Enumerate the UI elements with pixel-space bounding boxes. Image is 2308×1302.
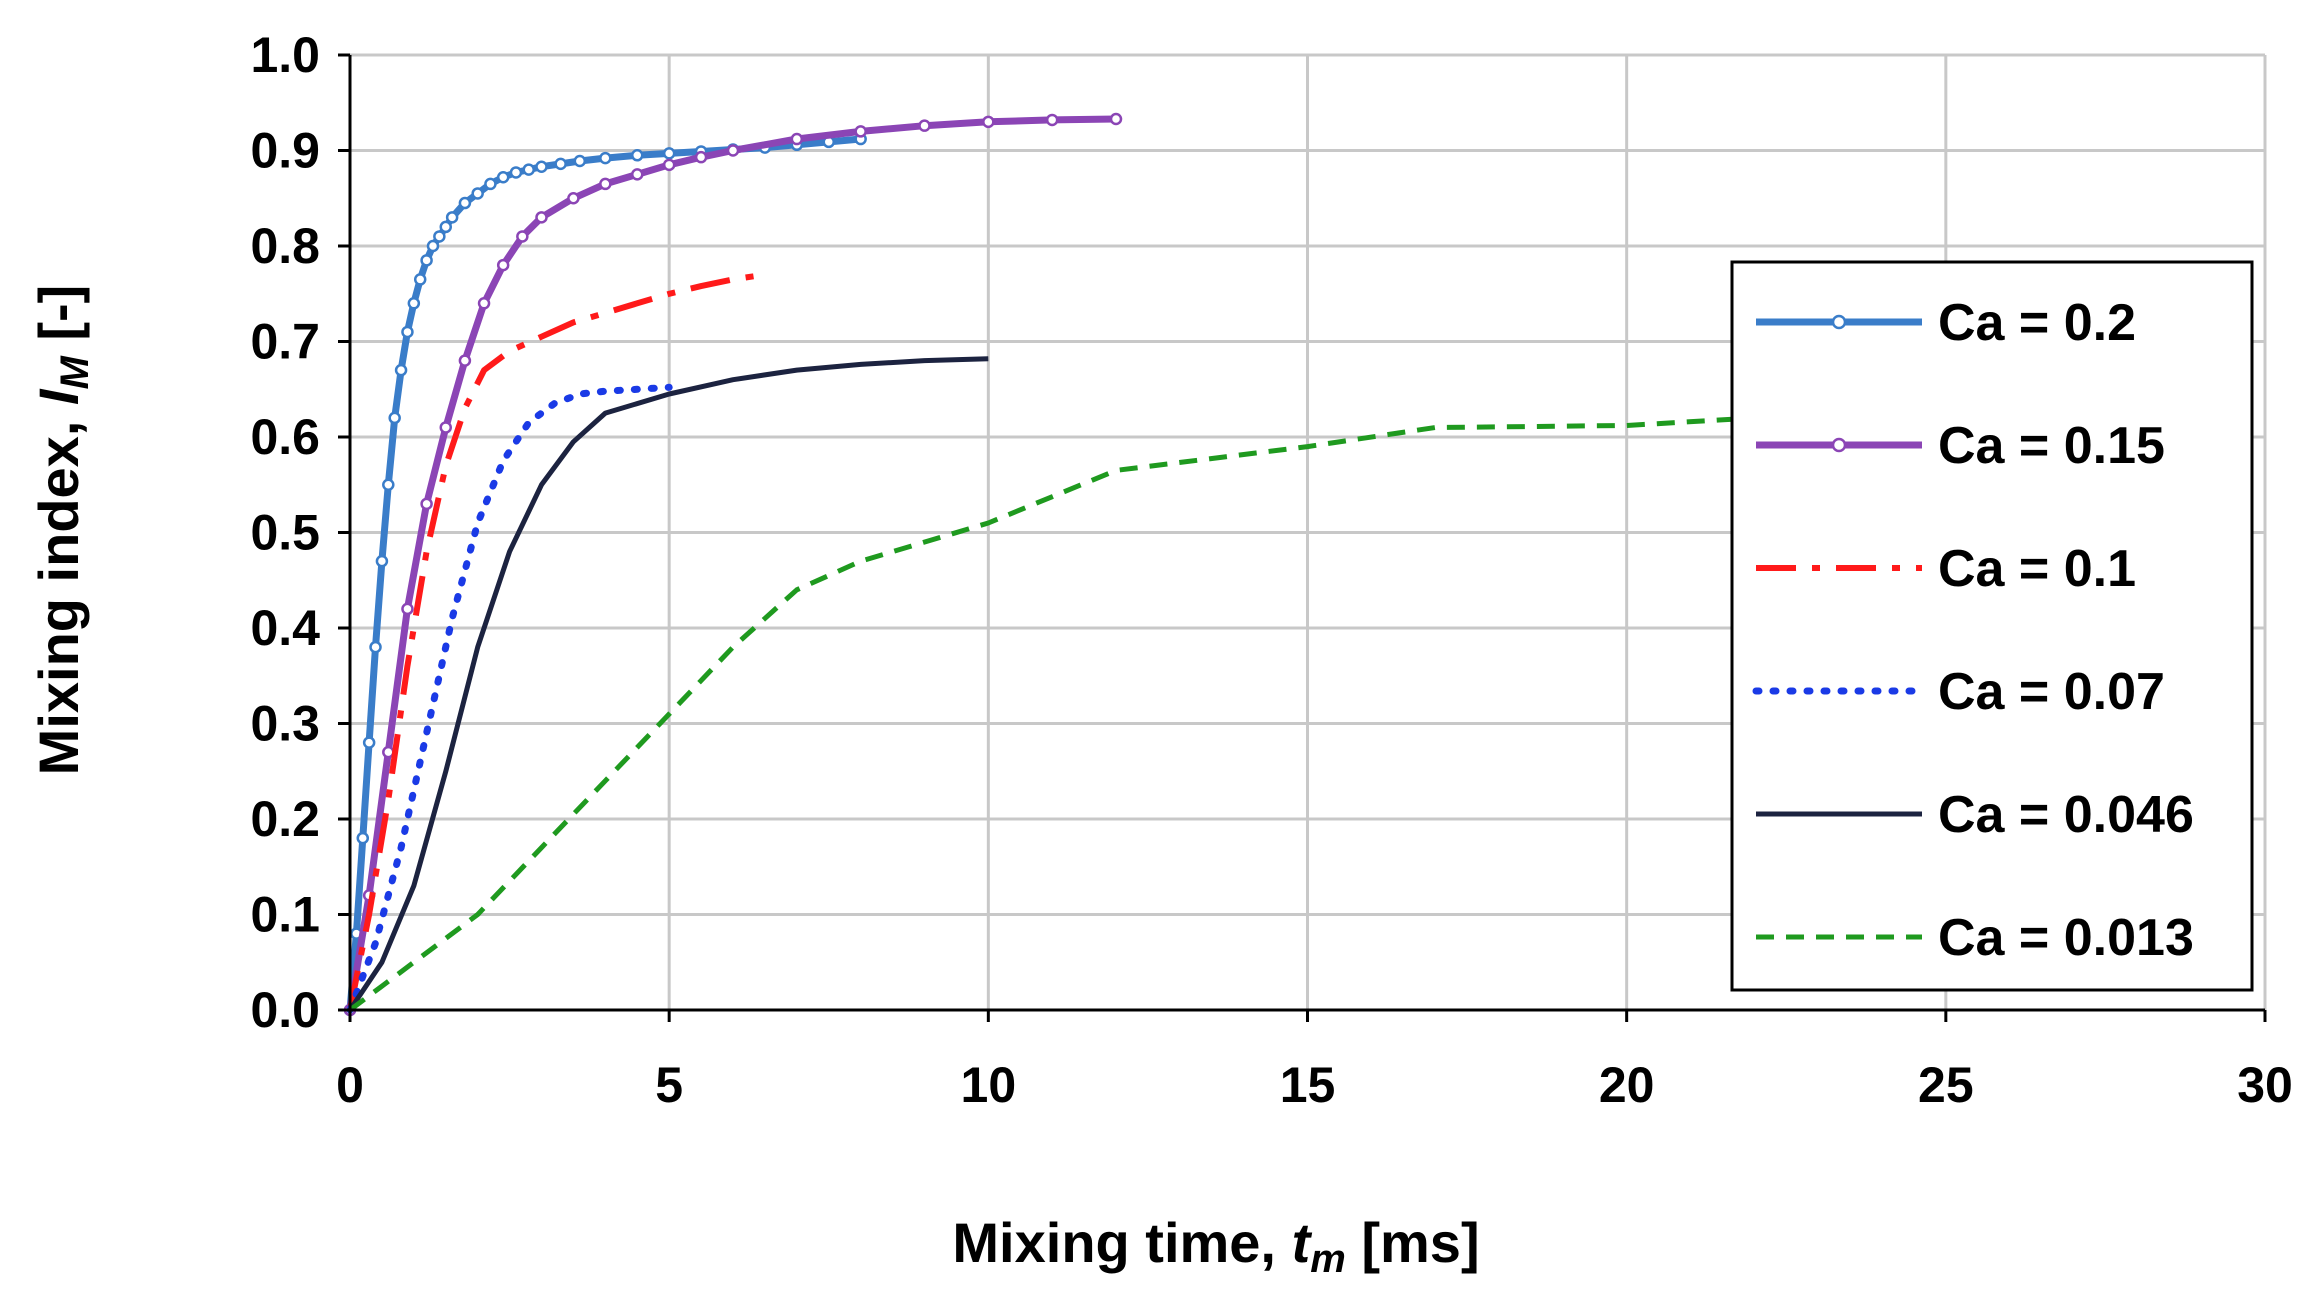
series-ca-0.046 [347, 356, 989, 1012]
data-point [458, 354, 472, 367]
data-point [362, 736, 376, 749]
legend-label: Ca = 0.046 [1938, 786, 2194, 844]
data-point [369, 640, 382, 654]
data-point [407, 297, 421, 310]
series-ca-0.15 [343, 112, 1123, 1017]
data-point [573, 154, 587, 168]
y-tick-label: 0.6 [250, 409, 320, 465]
y-axis-title: Mixing index, IM [-] [27, 285, 97, 776]
series-ca-0.1 [347, 271, 766, 1011]
data-point [388, 411, 401, 425]
data-point [554, 157, 567, 171]
data-point [982, 115, 995, 129]
data-point [631, 168, 644, 181]
data-point [356, 831, 370, 845]
data-point [599, 151, 612, 165]
data-point [420, 497, 433, 511]
legend-entry: Ca = 0.046 [1756, 786, 2194, 844]
data-point [471, 187, 484, 200]
data-point [726, 144, 740, 157]
data-point [599, 177, 612, 191]
data-point [420, 254, 433, 267]
data-point [413, 273, 427, 286]
data-point [439, 421, 452, 434]
tick-labels: 0 5 10 15 20 25 30 0.0 0.1 0.2 0.3 0.4 0.5 0.6 0.7 0.8 0… [250, 27, 2292, 1113]
data-point [854, 125, 867, 138]
series-line [347, 356, 989, 1012]
y-tick-label: 0.4 [250, 600, 320, 656]
data-point [918, 119, 931, 132]
legend-marker [1831, 314, 1847, 330]
y-tick-label: 0.0 [250, 982, 320, 1038]
series-ca-0.07 [346, 383, 673, 1014]
legend: Ca = 0.2 Ca = 0.15 Ca = 0.1 Ca = 0.07 Ca = 0… [1730, 260, 2254, 992]
data-point [401, 325, 414, 339]
y-tick-label: 0.2 [250, 791, 320, 847]
data-point [496, 170, 510, 184]
legend-entry: Ca = 0.1 [1756, 540, 2136, 598]
x-tick-label: 10 [961, 1057, 1017, 1113]
data-point [662, 158, 676, 172]
y-tick-label: 0.5 [250, 505, 320, 561]
legend-label: Ca = 0.1 [1938, 540, 2136, 598]
data-point [477, 297, 491, 310]
legend-label: Ca = 0.15 [1938, 417, 2165, 475]
legend-label: Ca = 0.07 [1938, 663, 2165, 721]
data-point [401, 602, 414, 616]
legend-box [1730, 260, 2254, 992]
data-point [1045, 113, 1059, 127]
legend-entry: Ca = 0.013 [1756, 909, 2194, 967]
legend-entry: Ca = 0.2 [1756, 294, 2136, 352]
x-tick-label: 20 [1599, 1057, 1655, 1113]
data-point [631, 149, 644, 162]
legend-entry: Ca = 0.07 [1752, 663, 2165, 721]
data-point [516, 230, 529, 243]
data-point [535, 211, 548, 224]
series-line [347, 271, 766, 1011]
data-point [382, 478, 395, 491]
legend-entry: Ca = 0.15 [1756, 417, 2165, 475]
data-point [484, 177, 497, 191]
data-point [509, 166, 523, 179]
y-tick-label: 0.8 [250, 218, 320, 274]
x-tick-label: 0 [336, 1057, 364, 1113]
x-axis-title: Mixing time, tm [ms] [952, 1211, 1479, 1281]
data-point [694, 150, 708, 164]
data-point [433, 230, 446, 243]
series-line [346, 383, 673, 1014]
y-tick-label: 1.0 [250, 27, 320, 83]
data-point [522, 163, 535, 176]
legend-label: Ca = 0.2 [1938, 294, 2136, 352]
data-point [458, 196, 472, 210]
x-tick-label: 30 [2237, 1057, 2293, 1113]
legend-label: Ca = 0.013 [1938, 909, 2194, 967]
y-tick-label: 0.7 [250, 314, 320, 370]
legend-marker [1831, 437, 1847, 453]
data-point [375, 554, 389, 568]
data-point [790, 132, 804, 146]
data-point [426, 239, 440, 253]
data-point [1109, 112, 1123, 126]
data-point [535, 160, 548, 173]
data-point [394, 363, 408, 377]
y-tick-label: 0.1 [250, 887, 320, 943]
data-point [662, 147, 676, 160]
x-tick-label: 25 [1918, 1057, 1974, 1113]
axes [338, 53, 2267, 1022]
x-tick-label: 5 [655, 1057, 683, 1113]
data-point [496, 258, 510, 272]
data-point [439, 220, 452, 234]
y-tick-label: 0.3 [250, 696, 320, 752]
data-point [445, 211, 459, 224]
y-tick-label: 0.9 [250, 123, 320, 179]
data-point [567, 192, 580, 205]
x-tick-label: 15 [1280, 1057, 1336, 1113]
